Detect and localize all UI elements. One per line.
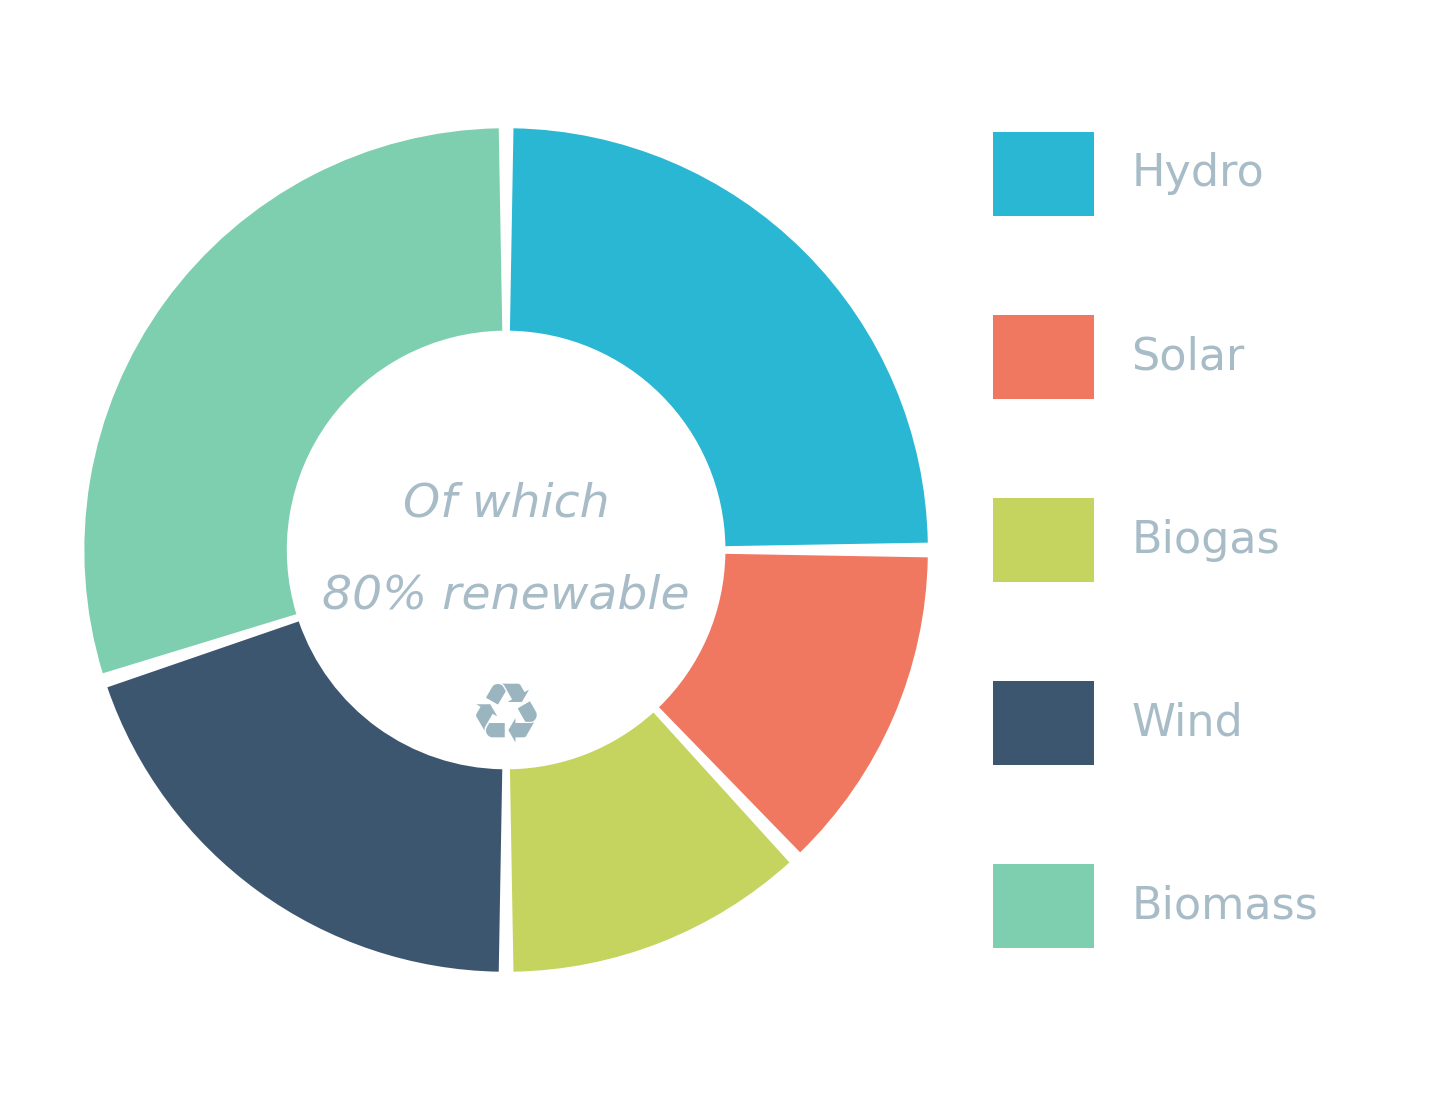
Text: 80% renewable: 80% renewable [322, 574, 690, 619]
Text: Wind: Wind [1131, 702, 1244, 745]
FancyBboxPatch shape [992, 681, 1095, 766]
FancyBboxPatch shape [992, 865, 1095, 948]
Wedge shape [510, 713, 790, 971]
Text: Biogas: Biogas [1131, 518, 1280, 562]
Text: ♻: ♻ [469, 679, 544, 759]
Text: Solar: Solar [1131, 336, 1245, 378]
Text: Hydro: Hydro [1131, 152, 1264, 196]
Wedge shape [84, 129, 502, 673]
FancyBboxPatch shape [992, 132, 1095, 216]
Wedge shape [659, 553, 928, 852]
Wedge shape [107, 621, 502, 971]
Text: Biomass: Biomass [1131, 884, 1319, 928]
Wedge shape [510, 129, 928, 547]
Text: Of which: Of which [403, 481, 609, 526]
FancyBboxPatch shape [992, 498, 1095, 582]
FancyBboxPatch shape [992, 315, 1095, 399]
